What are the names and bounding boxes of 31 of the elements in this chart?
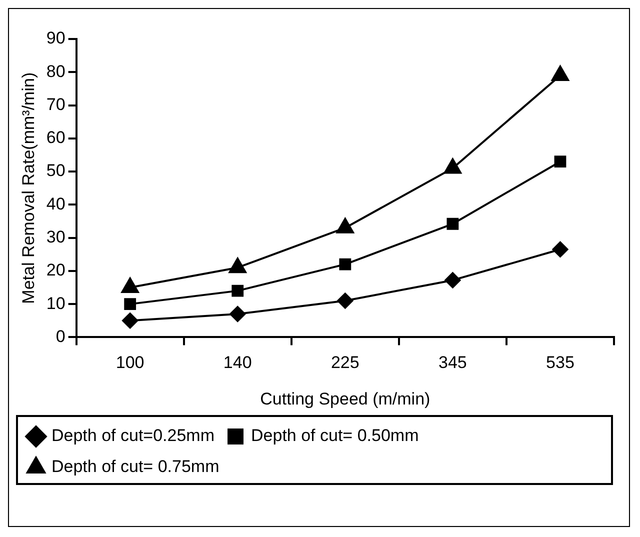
- y-tick-label: 20: [46, 260, 66, 280]
- point: [551, 65, 570, 81]
- x-tick-label: 535: [546, 353, 574, 372]
- y-tick-label: 10: [46, 294, 66, 313]
- x-axis-title: Cutting Speed (m/min): [260, 389, 430, 408]
- point: [552, 241, 568, 258]
- point: [444, 158, 462, 174]
- point: [124, 298, 136, 310]
- point: [230, 306, 246, 322]
- point: [339, 258, 352, 270]
- x-tick-label: 225: [330, 353, 360, 372]
- x-tick-label: 140: [223, 353, 252, 372]
- x-tick-label: 100: [116, 353, 144, 372]
- x-tick-label: 345: [438, 353, 467, 372]
- legend-label: Depth of cut= 0.75mm: [52, 457, 220, 476]
- point: [444, 272, 461, 288]
- point: [337, 292, 354, 309]
- y-tick-label: 0: [56, 326, 66, 346]
- point: [232, 284, 244, 297]
- y-tick-label: 30: [46, 227, 66, 246]
- y-tick-label: 50: [46, 161, 66, 180]
- point: [446, 218, 459, 230]
- y-tick-label: 40: [46, 194, 66, 214]
- y-axis-title: Metal Removal Rate(mm³/min): [18, 72, 38, 304]
- y-tick-label: 80: [46, 62, 66, 81]
- y-tick-label: 60: [46, 128, 66, 148]
- y-tick-label: 70: [46, 94, 66, 114]
- y-tick-label: 90: [46, 28, 66, 48]
- point: [122, 312, 138, 329]
- legend-label: Depth of cut= 0.50mm: [251, 426, 419, 446]
- legend-label: Depth of cut=0.25mm: [52, 426, 215, 446]
